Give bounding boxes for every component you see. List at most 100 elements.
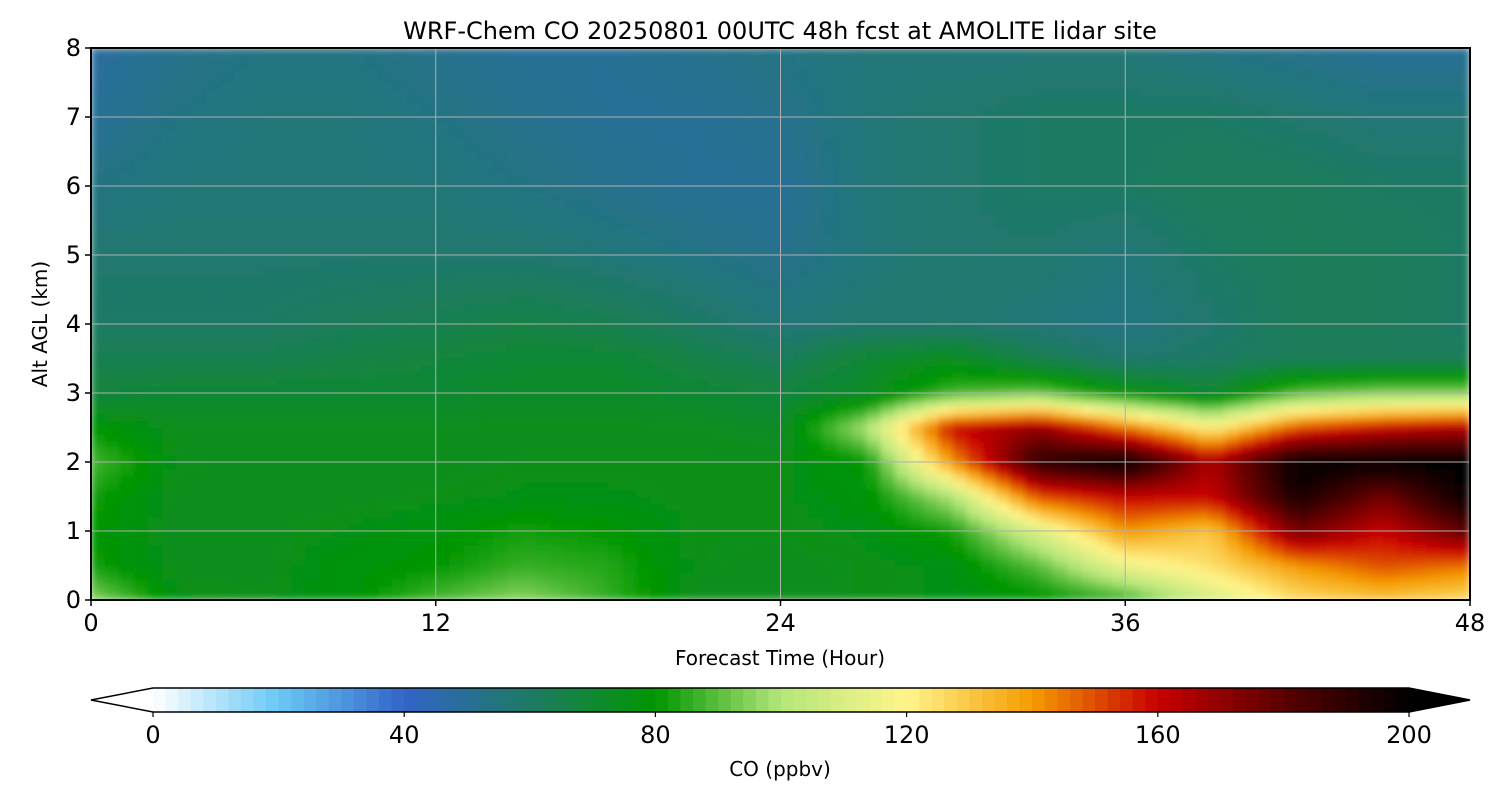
heatmap-cell	[909, 571, 925, 580]
heatmap-cell	[176, 371, 193, 380]
heatmap-cell	[1268, 351, 1284, 359]
heatmap-cell	[147, 489, 164, 497]
heatmap-cell	[1340, 413, 1356, 422]
heatmap-cell	[535, 337, 552, 346]
heatmap-cell	[1239, 371, 1256, 380]
heatmap-cell	[909, 516, 925, 525]
heatmap-cell	[1383, 433, 1399, 442]
heatmap-cell	[492, 282, 509, 290]
heatmap-cell	[119, 496, 135, 504]
heatmap-cell	[851, 330, 868, 339]
heatmap-cell	[794, 337, 810, 346]
heatmap-cell	[392, 268, 408, 277]
heatmap-cell	[1354, 558, 1370, 566]
heatmap-cell	[1282, 578, 1299, 587]
heatmap-cell	[995, 571, 1011, 580]
heatmap-cell	[966, 247, 983, 256]
heatmap-cell	[693, 399, 710, 408]
heatmap-cell	[780, 502, 796, 511]
heatmap-cell	[1397, 330, 1414, 339]
heatmap-cell	[191, 247, 207, 256]
heatmap-cell	[1368, 261, 1385, 270]
heatmap-cell	[277, 585, 293, 594]
heatmap-cell	[593, 475, 609, 484]
heatmap-cell	[392, 295, 408, 304]
heatmap-cell	[780, 496, 796, 504]
heatmap-cell	[463, 371, 480, 380]
heatmap-cell	[765, 295, 781, 304]
heatmap-cell	[1096, 537, 1112, 546]
heatmap-cell	[176, 433, 193, 442]
heatmap-cell	[823, 585, 839, 594]
heatmap-cell	[966, 268, 983, 277]
heatmap-cell	[909, 551, 925, 560]
heatmap-cell	[894, 509, 911, 518]
heatmap-cell	[320, 392, 336, 401]
heatmap-cell	[1067, 537, 1083, 546]
heatmap-cell	[995, 351, 1011, 359]
heatmap-cell	[1368, 413, 1385, 422]
heatmap-cell	[1325, 240, 1342, 249]
heatmap-cell	[334, 289, 351, 297]
heatmap-cell	[794, 475, 810, 484]
heatmap-cell	[952, 351, 968, 359]
heatmap-cell	[176, 482, 193, 491]
heatmap-cell	[291, 385, 307, 394]
heatmap-cell	[1354, 592, 1370, 600]
heatmap-cell	[1153, 316, 1169, 325]
heatmap-cell	[550, 351, 566, 359]
heatmap-cell	[176, 530, 193, 539]
heatmap-cell	[952, 454, 968, 463]
heatmap-cell	[823, 364, 839, 373]
heatmap-cell	[1153, 413, 1169, 422]
heatmap-cell	[780, 468, 796, 477]
heatmap-cell	[248, 413, 264, 422]
heatmap-cell	[593, 585, 609, 594]
heatmap-cell	[1210, 351, 1227, 359]
heatmap-cell	[808, 302, 825, 311]
heatmap-cell	[521, 399, 537, 408]
heatmap-cell	[363, 261, 379, 270]
heatmap-cell	[1210, 378, 1227, 387]
heatmap-cell	[191, 447, 207, 456]
heatmap-cell	[392, 502, 408, 511]
heatmap-cell	[133, 530, 149, 539]
heatmap-cell	[578, 406, 595, 415]
heatmap-cell	[507, 447, 523, 456]
heatmap-cell	[708, 447, 724, 456]
heatmap-cell	[607, 440, 623, 449]
heatmap-cell	[1038, 489, 1054, 497]
heatmap-cell	[650, 523, 667, 532]
heatmap-cell	[478, 578, 494, 587]
heatmap-cell	[1239, 378, 1256, 387]
heatmap-cell	[119, 592, 135, 600]
heatmap-cell	[435, 427, 451, 435]
heatmap-cell	[435, 413, 451, 422]
heatmap-cell	[894, 316, 911, 325]
heatmap-cell	[1440, 247, 1457, 256]
heatmap-cell	[880, 378, 896, 387]
heatmap-cell	[1139, 496, 1155, 504]
heatmap-cell	[1354, 461, 1370, 470]
heatmap-cell	[765, 330, 781, 339]
heatmap-cell	[234, 302, 250, 311]
heatmap-cell	[449, 289, 465, 297]
heatmap-cell	[463, 468, 480, 477]
heatmap-cell	[1052, 516, 1069, 525]
heatmap-cell	[1325, 358, 1342, 366]
heatmap-cell	[607, 406, 623, 415]
heatmap-cell	[1254, 378, 1270, 387]
heatmap-cell	[780, 344, 796, 353]
heatmap-cell	[1139, 254, 1155, 263]
heatmap-cell	[377, 489, 394, 497]
heatmap-cell	[808, 275, 825, 284]
heatmap-cell	[392, 571, 408, 580]
heatmap-cell	[693, 592, 710, 600]
heatmap-cell	[909, 413, 925, 422]
heatmap-cell	[708, 247, 724, 256]
heatmap-cell	[219, 558, 236, 566]
heatmap-cell	[1182, 309, 1198, 318]
heatmap-cell	[535, 592, 552, 600]
heatmap-cell	[420, 578, 437, 587]
heatmap-cell	[262, 385, 279, 394]
